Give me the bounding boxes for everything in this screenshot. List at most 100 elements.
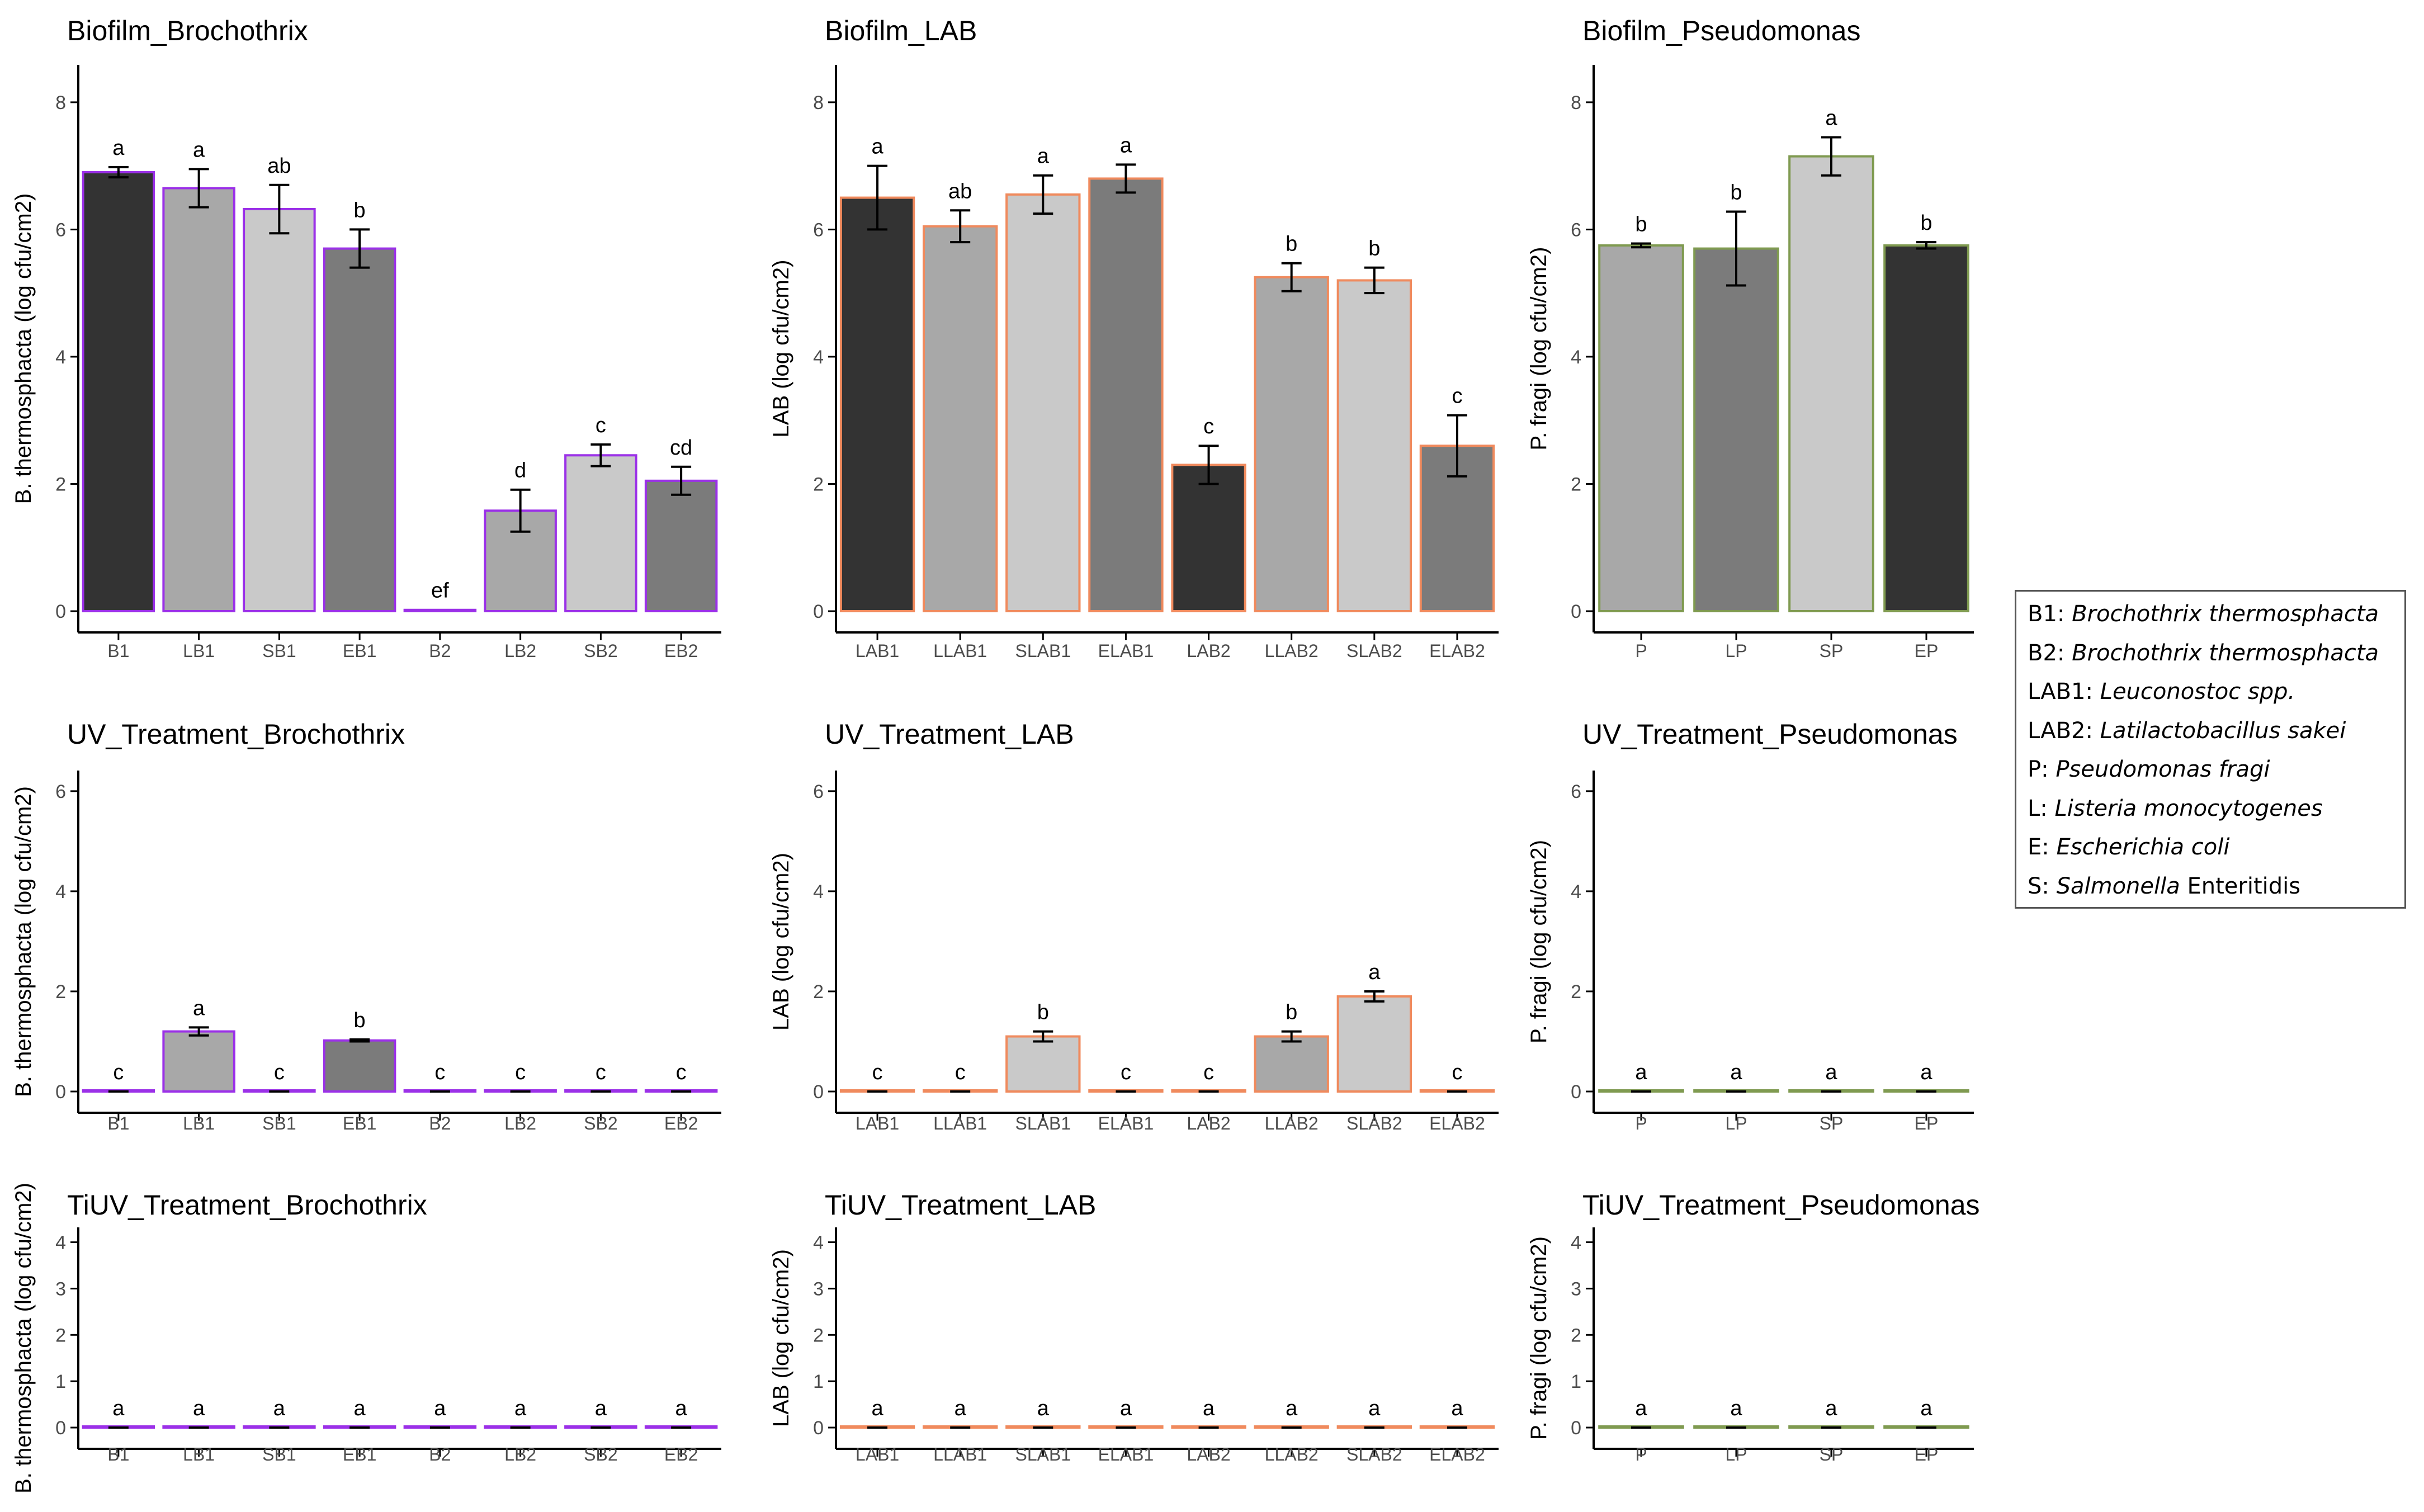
legend-item: B2: Brochothrix thermosphacta xyxy=(2028,634,2404,673)
significance-letter: b xyxy=(354,199,366,222)
x-tick-label: ELAB1 xyxy=(1098,1444,1154,1464)
bar xyxy=(82,171,155,612)
significance-letter: a xyxy=(1730,1397,1742,1420)
y-tick-label: 0 xyxy=(813,601,824,622)
bar xyxy=(1788,155,1874,613)
significance-letter: ab xyxy=(948,179,972,203)
x-tick-label: LLAB1 xyxy=(933,641,987,661)
x-tick-label: LAB2 xyxy=(1187,1113,1230,1133)
x-tick-label: LP xyxy=(1725,641,1747,661)
significance-letter: c xyxy=(596,414,606,437)
x-tick-label: LLAB1 xyxy=(933,1444,987,1464)
significance-letter: a xyxy=(193,996,205,1020)
y-axis-label: P. fragi (log cfu/cm2) xyxy=(1527,840,1551,1043)
significance-letter: d xyxy=(514,459,526,483)
x-tick-label: LP xyxy=(1725,1444,1747,1464)
y-tick-label: 1 xyxy=(55,1371,66,1392)
chart-title: TiUV_Treatment_LAB xyxy=(825,1189,1096,1221)
x-tick-label: EP xyxy=(1915,641,1939,661)
significance-letter: ef xyxy=(431,579,449,603)
x-tick-label: B1 xyxy=(107,1113,129,1133)
y-axis-label: LAB (log cfu/cm2) xyxy=(769,1249,793,1427)
x-tick-label: LB2 xyxy=(504,1444,536,1464)
y-tick-label: 2 xyxy=(813,1325,824,1346)
x-tick-label: LP xyxy=(1725,1113,1747,1133)
legend-item: B1: Brochothrix thermosphacta xyxy=(2028,595,2404,634)
x-tick-label: B2 xyxy=(429,641,451,661)
x-tick-label: LB1 xyxy=(183,1444,215,1464)
y-tick-label: 4 xyxy=(1571,881,1581,903)
x-tick-label: LB2 xyxy=(504,1113,536,1133)
y-tick-label: 2 xyxy=(55,981,66,1003)
significance-letter: a xyxy=(595,1397,607,1420)
x-tick-label: SB2 xyxy=(584,1113,617,1133)
x-tick-label: LAB2 xyxy=(1187,641,1230,661)
x-tick-label: ELAB2 xyxy=(1429,1113,1485,1133)
x-tick-label: EB1 xyxy=(343,1444,376,1464)
x-tick-label: SLAB1 xyxy=(1015,1444,1071,1464)
significance-letter: c xyxy=(515,1061,526,1084)
y-tick-label: 6 xyxy=(813,781,824,802)
x-tick-label: LB1 xyxy=(183,641,215,661)
chart-title: TiUV_Treatment_Brochothrix xyxy=(67,1189,427,1221)
significance-letter: a xyxy=(1825,1397,1837,1420)
bar xyxy=(923,225,998,613)
x-tick-label: SP xyxy=(1820,1444,1844,1464)
y-tick-label: 1 xyxy=(1571,1371,1581,1392)
y-tick-label: 3 xyxy=(813,1278,824,1300)
x-tick-label: LLAB2 xyxy=(1265,1113,1319,1133)
y-tick-label: 4 xyxy=(55,1232,66,1254)
bar xyxy=(839,196,915,612)
bar xyxy=(1598,244,1684,612)
y-axis-label: P. fragi (log cfu/cm2) xyxy=(1527,247,1551,451)
chart-panel: Biofilm_Pseudomonas 0 2 4 6 8 P. fragi (log cf… xyxy=(1527,15,1974,661)
bar xyxy=(243,208,316,612)
significance-letter: a xyxy=(112,1397,125,1420)
y-tick-label: 2 xyxy=(1571,981,1581,1003)
significance-letter: a xyxy=(1635,1397,1647,1420)
legend-item: S: Salmonella Enteritidis xyxy=(2028,867,2404,906)
x-tick-label: LB1 xyxy=(183,1113,215,1133)
y-tick-label: 3 xyxy=(55,1278,66,1300)
legend-name: Salmonella Enteritidis xyxy=(2057,873,2301,899)
chart-title: UV_Treatment_LAB xyxy=(825,719,1074,750)
significance-letter: cd xyxy=(670,436,692,460)
bar xyxy=(1005,193,1081,612)
legend-item: L: Listeria monocytogenes xyxy=(2028,790,2404,829)
significance-letter: a xyxy=(112,136,125,160)
y-tick-label: 2 xyxy=(1571,474,1581,495)
legend-code: L: xyxy=(2028,795,2048,821)
chart-title: Biofilm_Pseudomonas xyxy=(1582,15,1861,46)
legend-name: Brochothrix thermosphacta xyxy=(2072,601,2379,627)
x-tick-label: LB2 xyxy=(504,641,536,661)
bar xyxy=(1171,464,1246,612)
legend-name: Escherichia coli xyxy=(2056,834,2230,860)
significance-letter: c xyxy=(1121,1061,1131,1084)
significance-letter: a xyxy=(871,135,883,159)
x-tick-label: EB2 xyxy=(664,1444,698,1464)
significance-letter: c xyxy=(1452,385,1462,408)
significance-letter: a xyxy=(1451,1397,1463,1420)
chart-title: TiUV_Treatment_Pseudomonas xyxy=(1582,1189,1980,1221)
bar xyxy=(1088,177,1164,612)
significance-letter: c xyxy=(955,1061,966,1084)
y-tick-label: 0 xyxy=(55,1081,66,1103)
significance-letter: a xyxy=(1368,1397,1381,1420)
significance-letter: a xyxy=(434,1397,446,1420)
legend-code: E: xyxy=(2028,834,2049,860)
significance-letter: a xyxy=(193,138,205,162)
y-tick-label: 2 xyxy=(55,1325,66,1346)
x-tick-label: SB1 xyxy=(262,641,296,661)
bar xyxy=(1693,247,1779,612)
significance-letter: a xyxy=(1203,1397,1215,1420)
legend-box: B1: Brochothrix thermosphacta B2: Brocho… xyxy=(2015,590,2406,909)
significance-letter: b xyxy=(1037,1001,1049,1024)
x-tick-label: B1 xyxy=(107,1444,129,1464)
bar xyxy=(1336,995,1412,1093)
legend-code: B1: xyxy=(2028,601,2065,627)
legend-code: P: xyxy=(2028,757,2049,782)
x-tick-label: LLAB1 xyxy=(933,1113,987,1133)
x-tick-label: SB1 xyxy=(262,1444,296,1464)
x-tick-label: EB2 xyxy=(664,641,698,661)
significance-letter: b xyxy=(1920,211,1932,235)
